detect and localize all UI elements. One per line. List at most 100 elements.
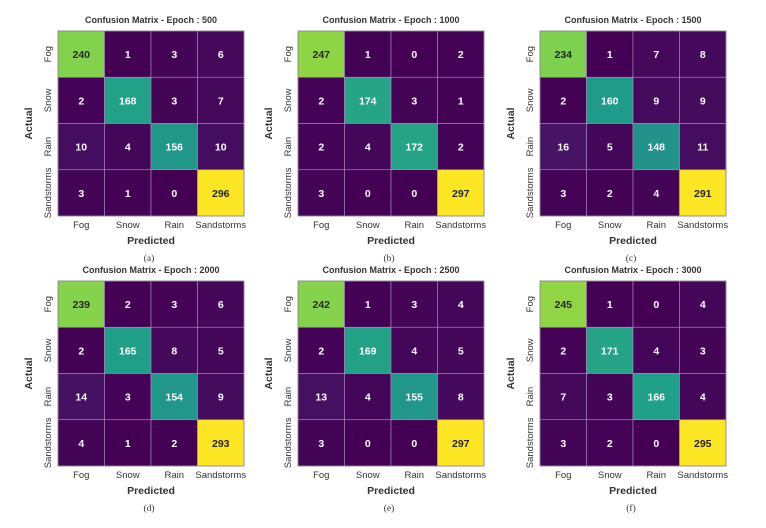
plot-frame [57, 280, 245, 467]
cell-value-label: 10 [215, 142, 227, 154]
heatmap-cell [104, 30, 152, 78]
x-tick-label: Fog [313, 470, 329, 481]
y-tick-label: Snow [43, 88, 54, 112]
x-tick-label: Rain [164, 470, 184, 481]
x-tick-label: Rain [646, 220, 666, 231]
x-tick-label: Sandstorms [435, 220, 486, 231]
cell-value-label: 295 [694, 438, 712, 450]
cell-value-label: 4 [411, 345, 417, 357]
cell-value-label: 4 [365, 392, 371, 404]
cell-value-label: 7 [560, 392, 566, 404]
cell-value-label: 3 [560, 438, 566, 450]
chart-title: Confusion Matrix - Epoch : 1000 [322, 15, 459, 25]
heatmap-cell [150, 373, 198, 421]
y-tick-label: Rain [283, 137, 294, 157]
heatmap-cell [197, 123, 245, 171]
x-tick-label: Sandstorms [195, 220, 246, 231]
cell-value-label: 0 [411, 49, 417, 61]
cell-value-label: 4 [653, 188, 659, 200]
cell-value-label: 293 [212, 438, 230, 450]
cell-value-label: 2 [458, 142, 464, 154]
x-tick-label: Fog [555, 220, 571, 231]
cell-value-label: 2 [318, 142, 324, 154]
cell-value-label: 3 [171, 299, 177, 311]
cell-value-label: 4 [653, 345, 659, 357]
y-axis-label: Actual [505, 357, 517, 389]
x-axis-label: Predicted [367, 235, 415, 247]
x-tick-label: Fog [73, 470, 89, 481]
cell-value-label: 3 [607, 392, 613, 404]
y-tick-label: Fog [525, 296, 536, 312]
x-tick-label: Rain [164, 220, 184, 231]
heatmap-cell [104, 169, 152, 217]
heatmap-cell [437, 326, 485, 374]
plot-frame [297, 30, 485, 217]
y-tick-label: Sandstorms [525, 417, 536, 468]
cell-value-label: 4 [700, 299, 706, 311]
heatmap-cell [57, 280, 105, 328]
cell-value-label: 5 [607, 142, 613, 154]
x-tick-label: Sandstorms [677, 470, 728, 481]
heatmap-cell [297, 373, 345, 421]
cell-value-label: 4 [125, 142, 131, 154]
cell-value-label: 2 [125, 299, 131, 311]
cell-value-label: 234 [554, 49, 572, 61]
cell-value-label: 0 [171, 188, 177, 200]
x-tick-label: Rain [646, 470, 666, 481]
heatmap-cell [344, 76, 392, 124]
cell-value-label: 2 [560, 345, 566, 357]
heatmap-cell [297, 419, 345, 467]
y-tick-label: Snow [283, 88, 294, 112]
subfigure-caption: (e) [384, 503, 395, 514]
cell-value-label: 16 [557, 142, 569, 154]
heatmap-cell [632, 419, 680, 467]
heatmap-cell [539, 326, 587, 374]
cell-value-label: 3 [318, 188, 324, 200]
y-axis-label: Actual [263, 357, 275, 389]
cell-value-label: 1 [125, 438, 131, 450]
x-tick-label: Snow [598, 470, 622, 481]
heatmap-cell [586, 326, 634, 374]
cell-value-label: 2 [458, 49, 464, 61]
cell-value-label: 296 [212, 188, 230, 200]
cell-value-label: 14 [75, 392, 87, 404]
heatmap-cell [104, 373, 152, 421]
heatmap-cell [539, 373, 587, 421]
cell-value-label: 13 [315, 392, 327, 404]
x-tick-label: Snow [116, 470, 140, 481]
cell-value-label: 0 [653, 299, 659, 311]
heatmap-cell [104, 326, 152, 374]
heatmap-cell [679, 326, 727, 374]
cell-value-label: 0 [411, 438, 417, 450]
cell-value-label: 2 [318, 95, 324, 107]
y-tick-label: Snow [283, 338, 294, 362]
x-axis-label: Predicted [127, 235, 175, 247]
heatmap-cell [57, 76, 105, 124]
cell-value-label: 1 [458, 95, 464, 107]
x-tick-label: Snow [356, 470, 380, 481]
cell-value-label: 2 [607, 438, 613, 450]
cell-value-label: 1 [365, 49, 371, 61]
heatmap-cell [344, 280, 392, 328]
cell-value-label: 154 [165, 392, 183, 404]
heatmap-cell [586, 76, 634, 124]
cell-value-label: 155 [405, 392, 423, 404]
cell-value-label: 2 [318, 345, 324, 357]
heatmap-cell [344, 373, 392, 421]
cell-value-label: 2 [78, 345, 84, 357]
heatmap-cell [390, 123, 438, 171]
cell-value-label: 5 [218, 345, 224, 357]
heatmap-cell [297, 169, 345, 217]
plot-frame [539, 30, 727, 217]
x-tick-label: Snow [598, 220, 622, 231]
cell-value-label: 291 [694, 188, 712, 200]
y-tick-label: Sandstorms [283, 417, 294, 468]
cell-value-label: 240 [72, 49, 90, 61]
heatmap-cell [57, 169, 105, 217]
y-axis-label: Actual [505, 107, 517, 139]
y-tick-label: Snow [43, 338, 54, 362]
heatmap-cell [632, 30, 680, 78]
y-tick-label: Snow [525, 88, 536, 112]
